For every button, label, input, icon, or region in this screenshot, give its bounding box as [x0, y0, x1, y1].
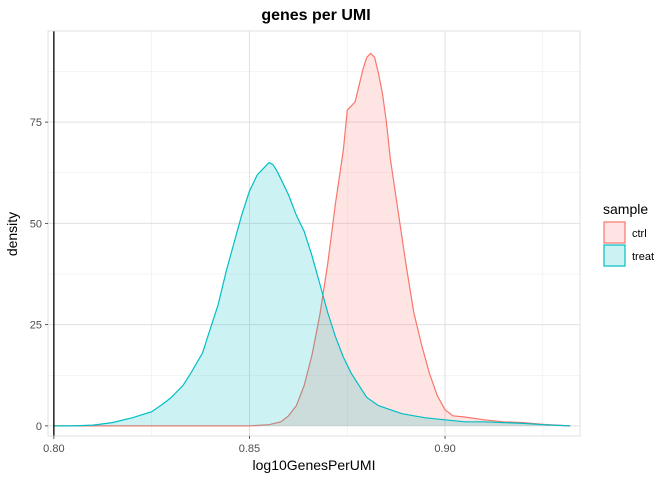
y-tick-label: 0 [36, 421, 42, 433]
density-line-ctrl [53, 52, 571, 427]
chart-title: genes per UMI [261, 7, 370, 24]
x-axis-title: log10GenesPerUMI [253, 457, 376, 473]
y-tick-label: 75 [30, 117, 42, 129]
legend: sample ctrl treat [603, 201, 654, 267]
density-series [53, 52, 571, 427]
density-line-treat [53, 161, 571, 427]
density-area-treat [53, 162, 571, 426]
plot-panel [47, 30, 581, 437]
legend-title: sample [603, 201, 648, 217]
panel-border [47, 30, 581, 437]
legend-label-treat: treat [632, 251, 654, 263]
panel-background [48, 31, 580, 436]
y-axis-ticks: 0 25 50 75 [30, 117, 48, 433]
legend-key-treat [603, 244, 626, 267]
x-tick-label: 0.90 [434, 443, 455, 455]
y-axis-title: density [4, 212, 20, 256]
x-tick-label: 0.80 [43, 443, 64, 455]
minor-gridlines [48, 31, 580, 436]
x-axis-ticks: 0.80 0.85 0.90 [43, 436, 456, 455]
y-tick-label: 50 [30, 218, 42, 230]
legend-label-ctrl: ctrl [632, 228, 647, 240]
y-tick-label: 25 [30, 320, 42, 332]
x-tick-label: 0.85 [239, 443, 260, 455]
legend-key-ctrl [603, 221, 626, 244]
